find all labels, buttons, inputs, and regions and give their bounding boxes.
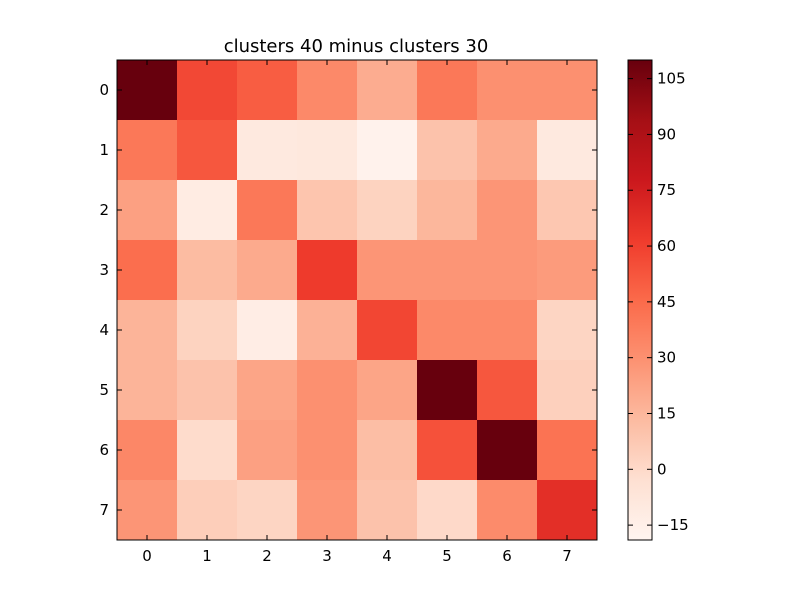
heatmap-cell	[117, 360, 178, 421]
x-tick-label: 4	[382, 547, 392, 565]
y-tick-label: 5	[99, 381, 109, 399]
heatmap-cell	[417, 60, 478, 121]
y-tick-label: 4	[99, 321, 109, 339]
heatmap-cell	[237, 300, 298, 361]
heatmap-cell	[117, 120, 178, 181]
heatmap-cell	[177, 360, 238, 421]
colorbar-tick-label: 90	[657, 125, 676, 143]
heatmap-cell	[357, 240, 418, 301]
x-tick-label: 7	[562, 547, 572, 565]
heatmap-cell	[297, 120, 358, 181]
colorbar-tick-label: 60	[657, 237, 676, 255]
heatmap-cell	[537, 360, 598, 421]
heatmap-cell	[537, 480, 598, 541]
heatmap-cell	[117, 420, 178, 481]
heatmap-cell	[117, 480, 178, 541]
heatmap-cell	[297, 360, 358, 421]
heatmap-cell	[357, 120, 418, 181]
heatmap-cell	[477, 120, 538, 181]
colorbar-tick-label: 30	[657, 349, 676, 367]
colorbar	[628, 60, 652, 540]
colorbar-tick-label: 105	[657, 70, 686, 88]
chart-title: clusters 40 minus clusters 30	[224, 36, 489, 57]
heatmap-cells	[117, 60, 598, 541]
heatmap-cell	[117, 240, 178, 301]
heatmap-cell	[537, 60, 598, 121]
heatmap-cell	[297, 300, 358, 361]
heatmap-cell	[357, 60, 418, 121]
y-tick-label: 3	[99, 261, 109, 279]
heatmap-cell	[417, 240, 478, 301]
x-tick-label: 0	[142, 547, 152, 565]
heatmap-cell	[357, 360, 418, 421]
heatmap-cell	[237, 180, 298, 241]
heatmap-cell	[297, 480, 358, 541]
heatmap-cell	[117, 60, 178, 121]
heatmap-cell	[117, 300, 178, 361]
x-tick-label: 1	[202, 547, 212, 565]
heatmap-cell	[537, 120, 598, 181]
heatmap-cell	[357, 180, 418, 241]
heatmap-cell	[297, 240, 358, 301]
heatmap-cell	[477, 360, 538, 421]
heatmap-cell	[237, 360, 298, 421]
heatmap-cell	[237, 480, 298, 541]
heatmap-cell	[477, 420, 538, 481]
heatmap-cell	[477, 240, 538, 301]
heatmap-cell	[417, 420, 478, 481]
colorbar-tick-label: 0	[657, 460, 667, 478]
y-tick-label: 0	[99, 81, 109, 99]
x-tick-label: 6	[502, 547, 512, 565]
heatmap-cell	[477, 60, 538, 121]
heatmap-cell	[477, 300, 538, 361]
heatmap-cell	[297, 180, 358, 241]
heatmap-cell	[537, 300, 598, 361]
x-tick-label: 2	[262, 547, 272, 565]
heatmap-cell	[177, 420, 238, 481]
x-tick-label: 3	[322, 547, 332, 565]
colorbar-frame	[627, 59, 653, 541]
heatmap-cell	[537, 420, 598, 481]
heatmap-cell	[537, 240, 598, 301]
heatmap-cell	[417, 180, 478, 241]
heatmap-cell	[237, 120, 298, 181]
heatmap-cell	[177, 480, 238, 541]
colorbar-tick-label: −15	[657, 516, 689, 534]
heatmap-cell	[297, 60, 358, 121]
axis-ticks	[117, 60, 597, 540]
colorbar-ticks: 105 90 75 60 45 30 15 0 −15	[628, 70, 689, 534]
heatmap-cell	[237, 420, 298, 481]
heatmap-cell	[357, 420, 418, 481]
heatmap-cell	[477, 180, 538, 241]
x-tick-label: 5	[442, 547, 452, 565]
heatmap-cell	[417, 300, 478, 361]
heatmap-cell	[237, 240, 298, 301]
y-tick-label: 7	[99, 501, 109, 519]
plot-frame	[116, 59, 598, 541]
heatmap-cell	[417, 480, 478, 541]
heatmap-cell	[177, 120, 238, 181]
colorbar-tick-label: 75	[657, 181, 676, 199]
heatmap-cell	[477, 480, 538, 541]
heatmap-cell	[177, 180, 238, 241]
y-tick-label: 6	[99, 441, 109, 459]
heatmap-cell	[417, 120, 478, 181]
heatmap-cell	[537, 180, 598, 241]
heatmap-cell	[177, 300, 238, 361]
heatmap-cell	[237, 60, 298, 121]
heatmap-cell	[297, 420, 358, 481]
heatmap-cell	[177, 60, 238, 121]
colorbar-tick-label: 15	[657, 404, 676, 422]
colorbar-tick-label: 45	[657, 293, 676, 311]
heatmap-cell	[177, 240, 238, 301]
heatmap-cell	[117, 180, 178, 241]
x-axis-tick-labels: 0 1 2 3 4 5 6 7	[142, 547, 572, 565]
heatmap-cell	[357, 300, 418, 361]
y-tick-label: 2	[99, 201, 109, 219]
heatmap-cell	[357, 480, 418, 541]
y-tick-label: 1	[99, 141, 109, 159]
heatmap-cell	[417, 360, 478, 421]
y-axis-tick-labels: 0 1 2 3 4 5 6 7	[99, 81, 109, 519]
